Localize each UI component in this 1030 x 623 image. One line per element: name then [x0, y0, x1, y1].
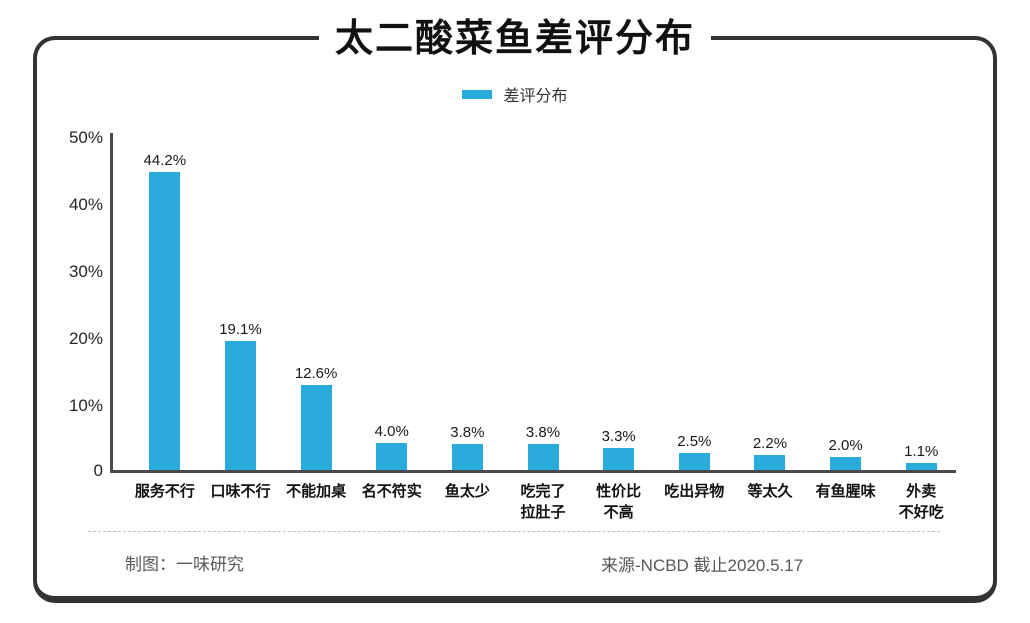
- bar-column: 2.5%: [656, 135, 732, 470]
- bar-value-label: 19.1%: [219, 321, 262, 338]
- credit-source: 来源-NCBD 截止2020.5.17: [601, 556, 804, 575]
- legend: 差评分布: [0, 82, 1030, 106]
- bar-value-label: 3.8%: [450, 424, 485, 441]
- chart-title: 太二酸菜鱼差评分布: [318, 7, 712, 62]
- category-label: 服务不行: [134, 483, 195, 500]
- bar-column: 3.8%: [430, 135, 506, 470]
- bar-value-label: 44.2%: [143, 152, 187, 169]
- bar-column: 3.8%: [505, 135, 581, 470]
- legend-marker-icon: [462, 89, 493, 99]
- y-tick-label: 10%: [68, 396, 103, 415]
- y-tick-label: 30%: [68, 262, 103, 281]
- bar: [300, 385, 332, 470]
- bar: [527, 444, 559, 470]
- category-label: 有鱼腥味: [815, 483, 876, 500]
- bar-column: 3.3%: [581, 135, 657, 470]
- bar-column: 2.2%: [732, 135, 808, 470]
- bar: [905, 463, 937, 470]
- dashed-separator: [88, 531, 940, 532]
- y-axis-line: [110, 133, 113, 472]
- bar-column: 19.1%: [203, 135, 279, 470]
- bar-value-label: 12.6%: [294, 365, 338, 382]
- x-axis-line: [110, 470, 956, 473]
- legend-label: 差评分布: [503, 88, 568, 105]
- credit-author: 制图：一味研究: [125, 555, 244, 574]
- y-tick-label: 0: [93, 461, 103, 480]
- bar-value-label: 4.0%: [374, 423, 409, 440]
- category-label: 等太久: [747, 483, 793, 500]
- x-axis-category-labels: 服务不行 口味不行 不能加桌 名不符实 鱼太少 吃完了 拉肚子 性价比 不高 吃…: [127, 481, 959, 523]
- bar-value-label: 1.1%: [904, 443, 939, 460]
- category-label: 名不符实: [361, 483, 422, 500]
- bar: [603, 448, 635, 470]
- bar-value-label: 3.8%: [525, 424, 561, 441]
- category-label: 不能加桌: [286, 483, 347, 500]
- y-tick-label: 40%: [68, 195, 103, 214]
- bar: [224, 341, 256, 470]
- bar-column: 44.2%: [127, 135, 203, 470]
- bar-column: 1.1%: [883, 135, 959, 470]
- bar: [451, 444, 483, 470]
- bar-value-label: 2.5%: [677, 433, 712, 450]
- bar-column: 4.0%: [354, 135, 430, 470]
- bar-value-label: 3.3%: [601, 428, 636, 445]
- category-label: 外卖 不好吃: [898, 483, 944, 521]
- category-label: 吃出异物: [664, 483, 725, 500]
- bar: [149, 172, 181, 470]
- bar-column: 12.6%: [278, 135, 354, 470]
- y-tick-label: 20%: [68, 329, 103, 348]
- y-axis-tick-labels: 50% 40% 30% 20% 10% 0: [0, 0, 103, 623]
- bars-plot-area: 44.2% 19.1% 12.6% 4.0% 3.8% 3.8% 3.3% 2: [127, 135, 959, 470]
- category-label: 鱼太少: [444, 483, 490, 500]
- bar-value-label: 2.0%: [828, 437, 863, 454]
- category-label: 吃完了 拉肚子: [520, 483, 566, 521]
- category-label: 性价比 不高: [596, 483, 642, 521]
- category-label: 口味不行: [210, 483, 271, 500]
- y-tick-label: 50%: [68, 128, 103, 147]
- bar-column: 2.0%: [808, 135, 884, 470]
- bar: [754, 455, 786, 470]
- bar: [678, 453, 710, 470]
- bar: [376, 443, 408, 470]
- bar-value-label: 2.2%: [752, 435, 788, 452]
- bar: [830, 457, 862, 470]
